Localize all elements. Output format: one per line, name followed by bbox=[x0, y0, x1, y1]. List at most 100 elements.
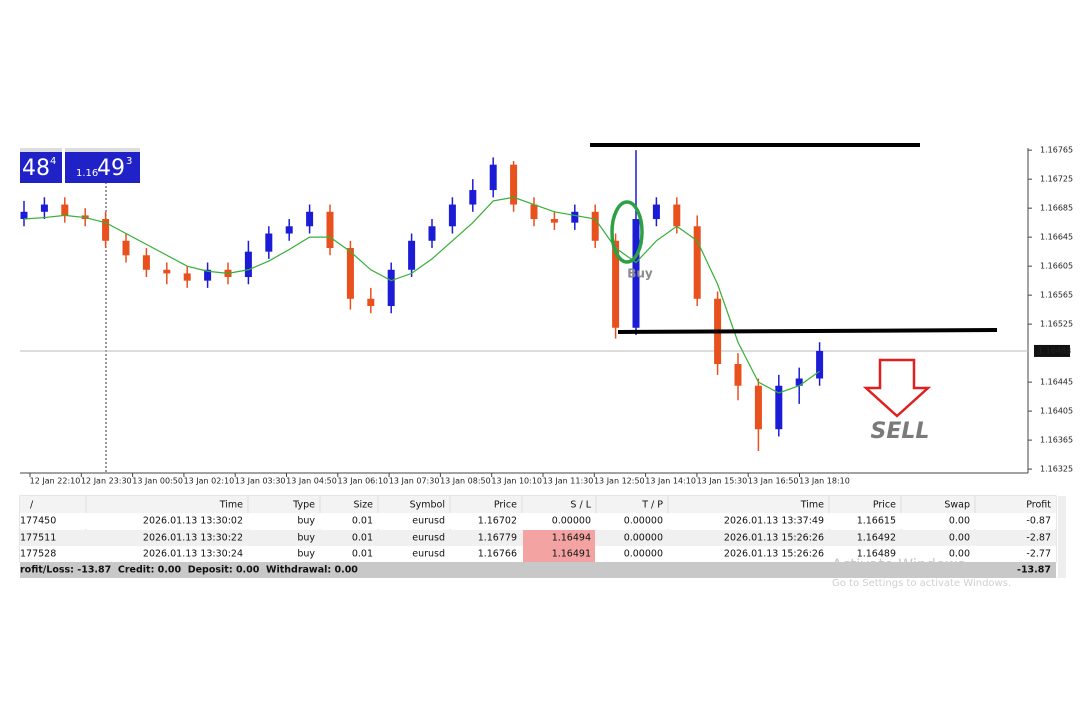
header-cell: Profit bbox=[1026, 500, 1051, 511]
candle-body bbox=[163, 269, 171, 274]
cell: buy bbox=[297, 533, 315, 544]
cell: eurusd bbox=[412, 549, 445, 560]
cell: 1.16489 bbox=[857, 549, 896, 560]
cell: 0.01 bbox=[352, 533, 373, 544]
header-cell: Swap bbox=[944, 500, 970, 511]
header-cell: / bbox=[30, 500, 34, 511]
header-cell: S / L bbox=[570, 500, 591, 511]
candle-body bbox=[632, 219, 640, 328]
cell: -2.77 bbox=[1026, 549, 1051, 560]
ask-prefix: 1.16 bbox=[76, 168, 98, 179]
cell: 1.16492 bbox=[857, 533, 896, 544]
candle-body bbox=[20, 211, 28, 220]
trade-table: / Time Type Size Symbol Price S / L T / P Time Pr… bbox=[19, 495, 1066, 578]
cell: 1.16615 bbox=[857, 516, 896, 527]
cell: 0.00000 bbox=[624, 533, 663, 544]
bid-big: 48 bbox=[22, 156, 50, 181]
cell: buy bbox=[297, 516, 315, 527]
x-tick-label: 13 Jan 16:50 bbox=[748, 477, 799, 486]
cell: 1.16494 bbox=[552, 533, 591, 544]
candle-body bbox=[306, 211, 314, 227]
candle-body bbox=[142, 255, 150, 270]
candle-body bbox=[571, 211, 579, 223]
cell: 0.01 bbox=[352, 516, 373, 527]
ask-big: 49 bbox=[97, 156, 125, 181]
y-tick-label: 1.16525 bbox=[1040, 320, 1073, 329]
candle-body bbox=[652, 204, 660, 220]
bid-small: 4 bbox=[50, 156, 56, 167]
watermark-title: Activate Windows bbox=[832, 556, 965, 574]
y-tick-label: 1.16405 bbox=[1040, 407, 1073, 416]
header-cell: Time bbox=[219, 500, 243, 511]
buy-label: Buy bbox=[627, 267, 653, 281]
candle-body bbox=[591, 211, 599, 241]
cell: 2026.01.13 13:30:02 bbox=[143, 516, 243, 527]
cell: 2026.01.13 13:30:24 bbox=[143, 549, 243, 560]
cell: 0.00000 bbox=[552, 516, 591, 527]
bid-box bbox=[20, 152, 62, 183]
x-tick-label: 13 Jan 06:10 bbox=[337, 477, 388, 486]
candle-body bbox=[183, 273, 191, 281]
ask-small: 3 bbox=[126, 156, 132, 167]
candle-body bbox=[530, 204, 538, 220]
footer-bg bbox=[20, 562, 1056, 578]
x-tick-label: 13 Jan 03:30 bbox=[235, 477, 286, 486]
row-bg bbox=[20, 513, 1056, 529]
x-tick-label: 13 Jan 08:50 bbox=[440, 477, 491, 486]
y-tick-label: 1.16365 bbox=[1040, 436, 1073, 445]
x-tick-label: 12 Jan 22:10 bbox=[30, 477, 81, 486]
cell: 0.00000 bbox=[624, 549, 663, 560]
cell: 0.00 bbox=[949, 533, 970, 544]
cell: 2026.01.13 15:26:26 bbox=[724, 533, 824, 544]
candle-body bbox=[693, 226, 701, 299]
y-tick-label: 1.16765 bbox=[1040, 146, 1073, 155]
cell: 0.00 bbox=[949, 516, 970, 527]
candle-body bbox=[734, 364, 742, 386]
cell: 1.16491 bbox=[552, 549, 591, 560]
candle-body bbox=[204, 269, 212, 281]
sl-highlight bbox=[523, 546, 595, 562]
x-tick-label: 13 Jan 10:10 bbox=[491, 477, 542, 486]
candle-body bbox=[673, 204, 681, 227]
cell: 2026.01.13 13:37:49 bbox=[724, 516, 824, 527]
candle-body bbox=[265, 233, 273, 252]
ask-strip bbox=[65, 148, 140, 152]
candle-body bbox=[102, 219, 110, 241]
candle-body bbox=[754, 385, 762, 430]
x-tick-label: 13 Jan 18:10 bbox=[799, 477, 850, 486]
candle-body bbox=[428, 226, 436, 241]
cell: 1.16702 bbox=[478, 516, 517, 527]
x-tick-label: 13 Jan 07:30 bbox=[389, 477, 440, 486]
candle-body bbox=[775, 385, 783, 430]
header-cell: Symbol bbox=[410, 500, 445, 511]
x-tick-label: 13 Jan 12:50 bbox=[594, 477, 645, 486]
candle-body bbox=[795, 378, 803, 386]
support-line bbox=[617, 328, 998, 334]
candle-body bbox=[489, 164, 497, 191]
watermark-subtitle: Go to Settings to activate Windows. bbox=[832, 578, 1011, 589]
candle-body bbox=[244, 251, 252, 278]
candle-body bbox=[469, 190, 477, 205]
candle-body bbox=[61, 204, 69, 216]
header-cell: Price bbox=[494, 500, 517, 511]
cell: 177528 bbox=[20, 549, 56, 560]
y-tick-label: 1.16445 bbox=[1040, 378, 1073, 387]
cell: 1.16779 bbox=[478, 533, 517, 544]
moving-average bbox=[23, 196, 820, 394]
candle-body bbox=[387, 269, 395, 307]
footer-total: -13.87 bbox=[1017, 565, 1051, 576]
x-tick-label: 12 Jan 23:30 bbox=[81, 477, 132, 486]
candle-body bbox=[816, 350, 824, 379]
bid-strip bbox=[20, 148, 62, 152]
cell: eurusd bbox=[412, 533, 445, 544]
cell: 1.16766 bbox=[478, 549, 517, 560]
current-price-box bbox=[1034, 344, 1070, 357]
candle-body bbox=[40, 204, 48, 212]
y-tick-label: 1.16645 bbox=[1040, 233, 1073, 242]
cell: 177450 bbox=[20, 516, 56, 527]
y-tick-label: 1.16605 bbox=[1040, 262, 1073, 271]
candle-body bbox=[510, 164, 518, 205]
y-tick-label: 1.16325 bbox=[1040, 465, 1073, 474]
